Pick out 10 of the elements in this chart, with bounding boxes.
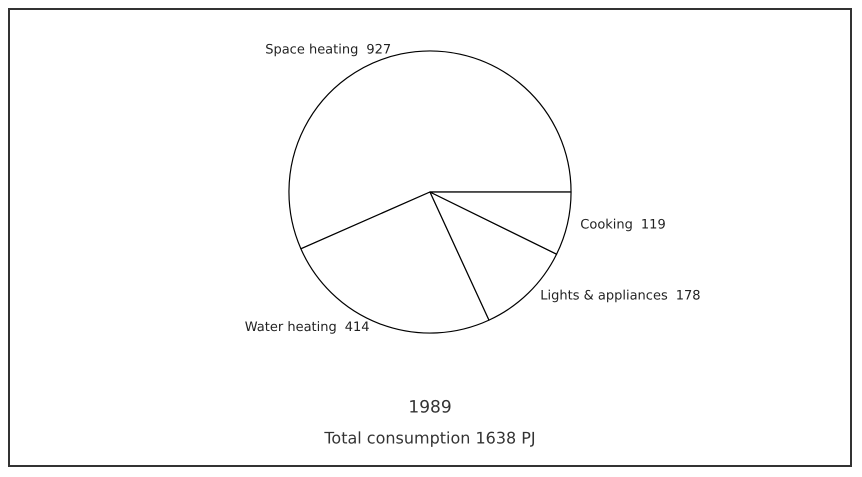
data-label: 927 — [366, 42, 392, 58]
text: 1989 — [408, 398, 452, 418]
slice-label: Cooking — [580, 217, 633, 232]
slice-label: Water heating — [244, 320, 337, 336]
data-label: 178 — [676, 288, 701, 304]
data-label: 119 — [640, 217, 666, 232]
text: Total consumption 1638 PJ — [323, 428, 536, 448]
slice-label: Lights & appliances — [540, 288, 668, 304]
slice-label: Space heating — [265, 42, 358, 58]
data-label: 414 — [344, 320, 370, 336]
